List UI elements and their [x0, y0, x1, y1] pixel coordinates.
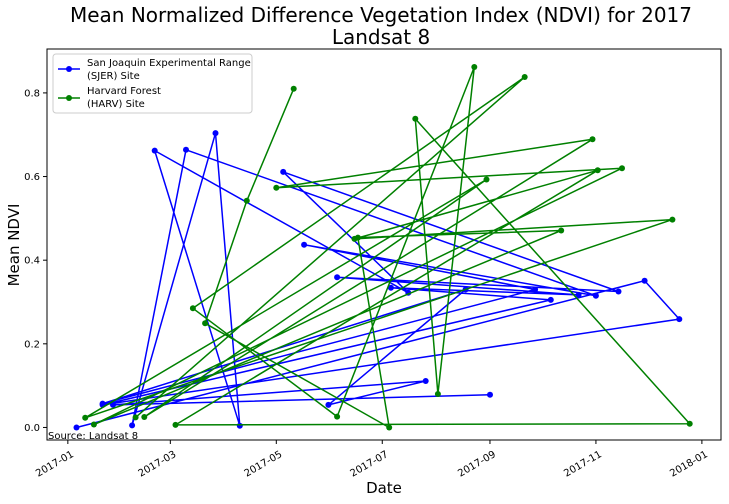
- data-point: [301, 241, 308, 248]
- data-point: [676, 316, 683, 323]
- data-point: [90, 421, 97, 428]
- data-point: [334, 413, 341, 420]
- legend-sjer-label-line1: San Joaquin Experimental Range: [87, 58, 251, 69]
- data-point: [589, 136, 596, 143]
- data-point: [243, 197, 250, 204]
- data-point: [280, 168, 287, 175]
- data-point: [575, 291, 582, 298]
- legend-sjer-marker: [66, 66, 72, 72]
- data-point: [354, 234, 361, 241]
- series-line: [84, 66, 691, 429]
- data-point: [615, 288, 622, 295]
- y-tick-label: 0.4: [24, 256, 40, 267]
- y-tick-label: 0.0: [24, 423, 40, 434]
- data-point: [592, 292, 599, 299]
- data-point: [387, 284, 394, 291]
- data-point: [558, 227, 565, 234]
- series-line: [76, 132, 681, 429]
- data-point: [129, 422, 136, 429]
- data-point: [686, 420, 693, 427]
- data-point: [641, 277, 648, 284]
- x-tick-label: 2017-01: [34, 449, 76, 479]
- data-point: [325, 401, 332, 408]
- x-tick-label: 2017-09: [456, 449, 498, 479]
- data-point: [412, 115, 419, 122]
- chart-title-line1: Mean Normalized Difference Vegetation In…: [70, 3, 692, 27]
- data-point: [189, 305, 196, 312]
- legend-sjer-label-line2: (SJER) Site: [87, 71, 140, 82]
- data-point: [532, 286, 539, 293]
- data-point: [273, 184, 280, 191]
- legend-box: [52, 53, 253, 114]
- chart-title-line2: Landsat 8: [332, 25, 430, 49]
- legend: San Joaquin Experimental Range (SJER) Si…: [52, 53, 253, 114]
- y-tick-label: 0.6: [24, 172, 40, 183]
- x-tick-label: 2017-03: [137, 449, 179, 479]
- data-point: [471, 64, 478, 70]
- data-point: [99, 400, 106, 407]
- data-point: [619, 165, 625, 172]
- data-point: [290, 85, 297, 92]
- data-point: [669, 216, 676, 223]
- x-tick-label: 2017-05: [243, 449, 285, 479]
- data-point: [422, 378, 429, 384]
- data-point: [521, 74, 528, 80]
- data-point: [110, 401, 116, 408]
- data-point: [151, 147, 158, 154]
- data-point: [132, 414, 139, 421]
- data-point: [172, 421, 179, 428]
- y-tick-label: 0.2: [24, 339, 40, 350]
- source-annotation: Source: Landsat 8: [48, 431, 138, 442]
- legend-harv-marker: [66, 95, 72, 101]
- data-point: [183, 146, 189, 153]
- data-point: [202, 320, 209, 327]
- plot-frame: [46, 48, 722, 441]
- x-tick-label: 2017-07: [349, 449, 391, 479]
- series-harv: [82, 64, 693, 431]
- y-tick-label: 0.8: [24, 88, 40, 99]
- data-point: [334, 274, 341, 281]
- data-point: [73, 424, 80, 431]
- y-axis-label: Mean NDVI: [5, 204, 23, 287]
- data-point: [547, 296, 554, 303]
- data-point: [386, 424, 393, 431]
- data-point: [141, 414, 148, 420]
- data-point: [434, 391, 441, 397]
- legend-harv-label-line1: Harvard Forest: [87, 86, 161, 97]
- data-point: [236, 422, 243, 429]
- x-tick-label: 2017-11: [562, 449, 604, 479]
- data-point: [594, 167, 601, 174]
- x-axis-label: Date: [366, 479, 402, 497]
- x-tick-label: 2018-01: [668, 449, 710, 479]
- data-point: [212, 130, 219, 137]
- data-point: [487, 391, 493, 398]
- data-point: [483, 176, 490, 183]
- y-axis: 0.0 0.2 0.4 0.6 0.8: [24, 88, 47, 434]
- legend-harv-label-line2: (HARV) Site: [87, 99, 145, 110]
- data-point: [82, 414, 89, 421]
- x-axis: 2017-01 2017-03 2017-05 2017-07 2017-09 2017-…: [34, 440, 710, 480]
